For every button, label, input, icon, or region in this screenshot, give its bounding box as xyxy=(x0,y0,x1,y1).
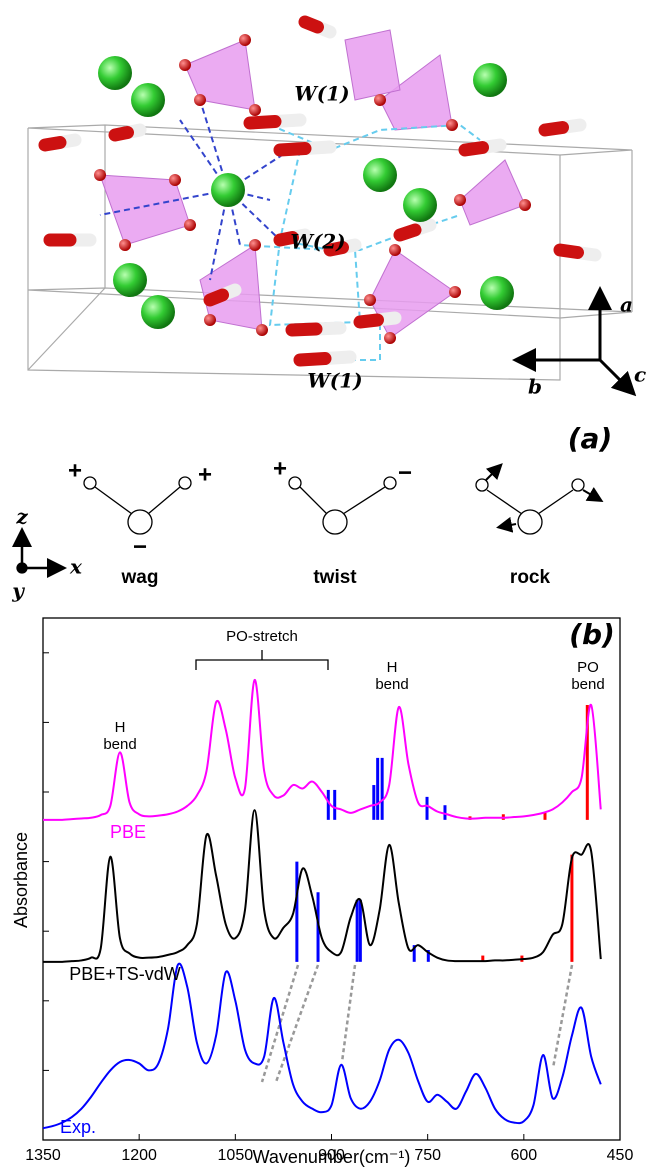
annotation: bend xyxy=(375,676,408,693)
correlation-lines xyxy=(262,965,572,1082)
x-tick-label: 600 xyxy=(510,1147,537,1164)
annotation: bend xyxy=(571,676,604,693)
panel-label: (b) xyxy=(569,618,615,651)
plot-frame xyxy=(43,618,620,1140)
mode-name: rock xyxy=(510,567,551,588)
x-tick-label: 750 xyxy=(414,1147,441,1164)
series-label: Exp. xyxy=(60,1117,96,1137)
water xyxy=(210,295,223,300)
x-tick-label: 1200 xyxy=(121,1147,157,1164)
cell-axis: b xyxy=(528,375,542,399)
water xyxy=(292,329,316,330)
annotation: H xyxy=(115,719,126,736)
water xyxy=(45,143,60,146)
y-axis-label: Absorbance xyxy=(11,832,31,928)
sign: + xyxy=(198,461,212,488)
frame-axis: y xyxy=(11,579,25,603)
water xyxy=(280,149,305,151)
water xyxy=(305,22,318,27)
sign: + xyxy=(68,457,82,484)
bracket xyxy=(196,650,328,670)
annotation: PO xyxy=(577,659,599,676)
series-label: PBE xyxy=(110,822,146,842)
water xyxy=(560,250,578,253)
structure-label: W(1) xyxy=(307,369,362,393)
frame-axis: x xyxy=(69,555,83,579)
water xyxy=(360,320,378,322)
figure: W(1) W(2) W(1) a b c + + − + − wag twist… xyxy=(0,0,648,1169)
sign: − xyxy=(398,459,412,486)
sign: + xyxy=(273,455,287,482)
annotation: PO-stretch xyxy=(226,628,298,645)
panel-label: (a) xyxy=(568,422,613,455)
series-label: PBE+TS-vdW xyxy=(69,964,181,984)
mode-name: twist xyxy=(313,567,357,588)
cell-axis: a xyxy=(620,293,633,317)
structure-label: W(2) xyxy=(290,230,345,254)
x-axis-label: Wavenumber(cm⁻¹) xyxy=(253,1147,411,1167)
annotation: H xyxy=(387,659,398,676)
water xyxy=(400,230,415,235)
spectrum-line xyxy=(43,964,601,1129)
x-tick-label: 1350 xyxy=(25,1147,61,1164)
frame-axis: z xyxy=(15,505,28,529)
water xyxy=(250,122,275,124)
annotation: bend xyxy=(103,736,136,753)
mode-diagrams xyxy=(17,466,600,573)
crystal-structure: W(1) W(2) W(1) a b c xyxy=(28,22,646,399)
cell-axis: c xyxy=(634,363,646,387)
water xyxy=(115,133,128,136)
mode-name: wag xyxy=(121,567,159,588)
x-tick-label: 450 xyxy=(607,1147,634,1164)
sign: − xyxy=(133,533,147,560)
structure-label: W(1) xyxy=(294,82,349,106)
water xyxy=(545,128,563,131)
x-tick-label: 1050 xyxy=(218,1147,254,1164)
water xyxy=(465,148,483,151)
water xyxy=(300,359,325,361)
